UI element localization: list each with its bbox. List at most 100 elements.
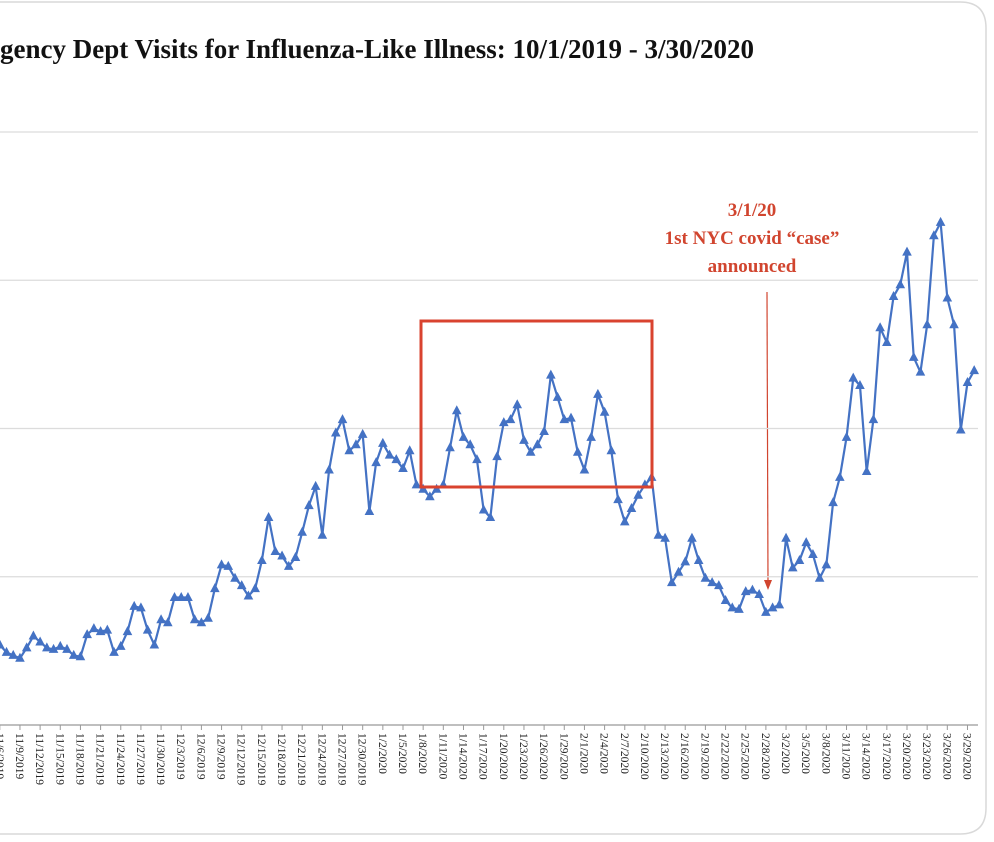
x-tick-label: 12/21/2019 [295, 733, 307, 786]
x-tick-label: 3/2/2020 [779, 733, 791, 774]
point-marker [828, 497, 838, 507]
point-marker [142, 624, 153, 634]
point-marker [908, 351, 919, 361]
point-marker [781, 532, 791, 542]
x-tick-label: 1/17/2020 [477, 733, 489, 780]
point-marker [364, 506, 375, 516]
x-tick-label: 12/15/2019 [255, 733, 267, 786]
point-marker [687, 532, 697, 542]
point-marker [223, 560, 234, 570]
point-marker [75, 651, 86, 661]
point-marker [875, 322, 885, 332]
point-marker [324, 464, 334, 474]
point-marker [653, 529, 664, 539]
x-tick-label: 3/5/2020 [799, 733, 811, 774]
point-marker [485, 511, 496, 521]
point-marker [613, 494, 623, 504]
point-marker [35, 636, 45, 646]
x-tick-label: 3/29/2020 [960, 733, 972, 780]
point-marker [747, 584, 758, 594]
point-marker [794, 554, 805, 564]
x-tick-label: 12/30/2019 [356, 733, 368, 786]
point-marker [626, 503, 637, 513]
point-marker [814, 572, 825, 582]
x-tick-label: 1/26/2020 [537, 733, 549, 780]
point-marker [841, 431, 852, 441]
x-tick-label: 12/3/2019 [174, 733, 186, 780]
point-marker [519, 434, 529, 444]
point-marker [230, 572, 240, 582]
point-marker [902, 246, 912, 256]
point-marker [283, 560, 294, 570]
point-marker [915, 366, 926, 376]
point-marker [250, 583, 260, 593]
point-marker [48, 643, 59, 653]
x-tick-label: 11/15/2019 [53, 733, 65, 785]
point-marker [929, 230, 939, 240]
point-marker [384, 449, 395, 459]
point-marker [895, 279, 906, 289]
x-tick-label: 1/5/2020 [396, 733, 408, 774]
point-marker [546, 369, 556, 379]
point-marker [149, 639, 160, 649]
point-marker [15, 652, 25, 662]
x-tick-label: 3/17/2020 [880, 733, 892, 780]
point-marker [882, 337, 892, 347]
point-marker [593, 388, 603, 398]
point-marker [848, 372, 859, 382]
annotation: announced [708, 256, 797, 277]
point-marker [102, 624, 113, 634]
x-tick-label: 2/1/2020 [577, 733, 589, 774]
point-marker [505, 414, 516, 424]
x-tick-label: 2/25/2020 [739, 733, 751, 780]
x-tick-label: 12/18/2019 [275, 733, 287, 786]
point-marker [404, 445, 415, 455]
point-marker [922, 319, 932, 329]
point-marker [391, 454, 402, 464]
point-marker [28, 630, 39, 640]
point-marker [277, 550, 287, 560]
point-marker [499, 417, 509, 427]
point-marker [411, 479, 422, 489]
point-marker [169, 592, 180, 602]
point-marker [855, 380, 865, 390]
point-marker [243, 590, 254, 600]
x-tick-label: 1/23/2020 [517, 733, 529, 780]
point-marker [129, 600, 139, 610]
point-marker [270, 546, 281, 556]
point-marker [398, 463, 408, 473]
point-marker [774, 599, 785, 609]
point-marker [189, 614, 200, 624]
point-marker [955, 424, 966, 434]
point-marker [512, 399, 523, 409]
point-marker [42, 642, 52, 652]
point-marker [210, 583, 220, 593]
x-tick-label: 3/26/2020 [940, 733, 952, 780]
annotation: 1st NYC covid “case” [665, 228, 840, 249]
x-tick-label: 1/29/2020 [557, 733, 569, 780]
x-tick-label: 12/9/2019 [215, 733, 227, 780]
point-marker [317, 529, 328, 539]
point-marker [808, 549, 818, 559]
point-marker [163, 617, 173, 627]
point-marker [680, 556, 691, 566]
point-marker [539, 425, 549, 435]
x-tick-label: 1/11/2020 [436, 733, 448, 779]
point-marker [492, 451, 502, 461]
point-marker [861, 465, 872, 475]
point-marker [425, 491, 435, 501]
point-marker [660, 532, 670, 542]
point-marker [532, 439, 543, 449]
point-marker [331, 427, 341, 437]
x-tick-label: 2/22/2020 [719, 733, 731, 780]
point-marker [714, 580, 724, 590]
point-marker [68, 649, 79, 659]
chart-title: gency Dept Visits for Influenza-Like Ill… [0, 34, 754, 64]
point-marker [478, 504, 489, 514]
point-marker [962, 377, 973, 387]
point-marker [297, 526, 307, 536]
point-marker [203, 612, 213, 622]
point-marker [801, 537, 811, 547]
point-marker [196, 617, 207, 627]
